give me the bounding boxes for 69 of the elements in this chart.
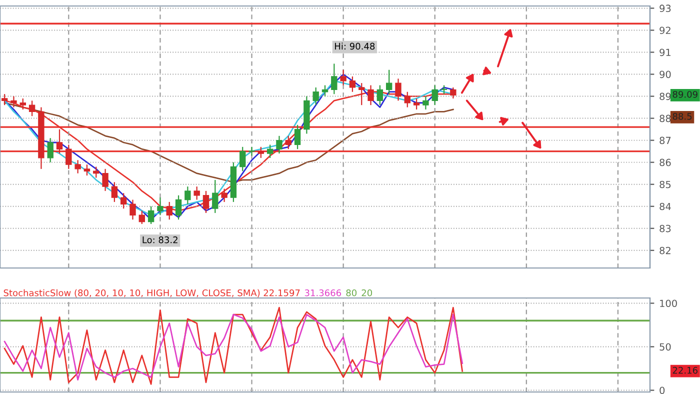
candlestick — [148, 206, 154, 225]
annotation: Lo: 83.2 — [142, 236, 178, 244]
text: 22.16 — [672, 366, 698, 374]
candlestick — [349, 76, 356, 92]
candlestick — [184, 186, 191, 205]
candlestick — [312, 86, 319, 106]
text: 80 — [346, 289, 357, 296]
text: 89.09 — [672, 90, 698, 98]
candlestick — [221, 188, 228, 203]
candlestick — [175, 194, 182, 220]
chart-title: StochasticSlow (80, 20, 10, 10, HIGH, LOW, CLOSE, SMA) — [4, 289, 260, 298]
candlestick — [212, 179, 218, 214]
candlestick — [102, 168, 108, 192]
annotation: Hi: 90.48 — [335, 42, 375, 50]
y-tick-label: 86 — [660, 158, 671, 166]
candlestick — [84, 164, 90, 176]
candlestick — [1, 94, 8, 106]
candlestick — [47, 138, 54, 163]
candlestick — [74, 160, 81, 174]
candlestick — [404, 91, 410, 108]
candlestick — [248, 146, 255, 156]
candlestick — [276, 135, 282, 154]
text: 22.1597 — [264, 289, 300, 296]
candlestick — [422, 96, 429, 110]
candlestick — [130, 199, 136, 220]
candlestick — [358, 82, 365, 106]
candlestick — [432, 84, 438, 106]
y-tick-label: 85 — [660, 180, 671, 188]
candlestick — [66, 144, 72, 170]
y-tick-label: 88 — [660, 114, 671, 122]
candlestick — [120, 192, 127, 210]
y-tick-label: 50 — [660, 343, 671, 351]
candlestick — [202, 190, 210, 214]
candlestick — [166, 201, 172, 220]
candlestick — [138, 210, 145, 225]
candlestick — [20, 98, 26, 110]
candlestick — [294, 124, 301, 150]
y-tick-label: 93 — [660, 4, 671, 12]
candlestick — [194, 186, 200, 200]
candlestick — [285, 135, 292, 150]
candlestick — [240, 146, 246, 172]
y-tick-label: 0 — [660, 386, 665, 394]
y-tick-label: 84 — [660, 202, 671, 210]
candlestick — [157, 196, 164, 216]
candlestick — [395, 78, 402, 102]
candlestick — [331, 63, 338, 95]
text: 31.3666 — [304, 289, 342, 296]
candlestick — [10, 96, 17, 108]
candlestick — [111, 182, 118, 203]
candlestick — [56, 128, 63, 154]
y-tick-label: 91 — [660, 48, 670, 56]
candlestick — [368, 84, 374, 106]
candlestick — [413, 98, 420, 110]
y-tick-label: 83 — [660, 224, 671, 232]
candlestick — [266, 144, 274, 158]
y-tick-label: 82 — [660, 246, 670, 254]
candlestick — [376, 84, 384, 106]
candlestick — [28, 100, 36, 117]
text: 88.5 — [672, 112, 692, 120]
candlestick — [258, 146, 264, 158]
candlestick — [450, 86, 456, 100]
y-tick-label: 90 — [660, 70, 671, 78]
candlestick — [386, 69, 392, 95]
y-tick-label: 92 — [660, 26, 670, 34]
y-tick-label: 89 — [660, 92, 671, 100]
text: 20 — [362, 289, 372, 296]
y-tick-label: 100 — [660, 300, 677, 308]
y-tick-label: 87 — [660, 136, 671, 144]
candlestick — [340, 69, 346, 86]
